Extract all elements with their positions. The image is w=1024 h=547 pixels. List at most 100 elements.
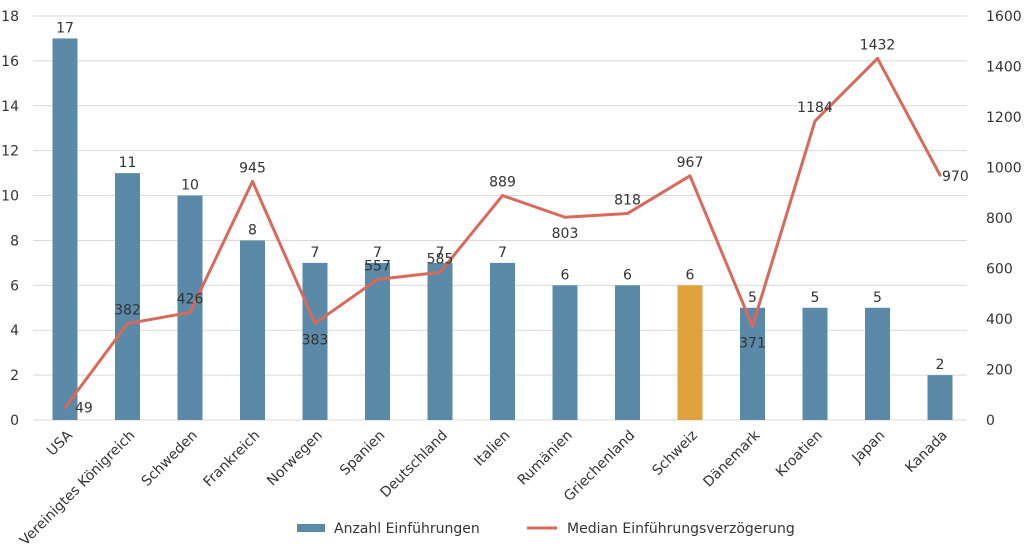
category-label: USA (44, 427, 76, 459)
bar (927, 375, 953, 420)
line-point (688, 174, 692, 178)
line-value-label: 383 (302, 332, 329, 348)
line-point (126, 322, 129, 326)
bar-value-label: 7 (498, 245, 507, 261)
line-point (938, 173, 942, 177)
left-tick-label: 2 (10, 368, 19, 384)
category-label: Deutschland (377, 428, 450, 501)
line-point (251, 179, 254, 183)
right-tick-label: 1600 (986, 9, 1022, 25)
bar (115, 173, 140, 420)
left-tick-label: 12 (1, 144, 19, 160)
right-tick-label: 0 (986, 413, 995, 429)
line-point (876, 56, 879, 60)
left-tick-label: 14 (1, 99, 19, 115)
bar-value-label: 6 (561, 267, 570, 283)
bar (865, 307, 890, 420)
line-value-label: 371 (739, 335, 766, 351)
line-value-label: 426 (177, 291, 204, 307)
right-tick-label: 800 (986, 211, 1013, 227)
category-label: Norwegen (264, 428, 326, 490)
line-value-label: 382 (114, 303, 141, 319)
bar (490, 262, 515, 420)
bar-value-label: 10 (181, 178, 199, 194)
right-tick-label: 1400 (986, 60, 1022, 76)
bar-value-label: 5 (873, 290, 882, 306)
category-label: Japan (849, 428, 889, 468)
line-point (313, 321, 317, 325)
bar (365, 262, 390, 420)
line-value-label: 945 (239, 160, 266, 176)
category-label: Italien (471, 428, 513, 470)
line-point (438, 270, 442, 274)
category-label: Schweden (139, 428, 201, 490)
right-tick-label: 600 (986, 262, 1013, 278)
left-tick-label: 4 (10, 323, 19, 339)
line-value-label: 1184 (797, 100, 833, 116)
bar-value-label: 8 (248, 222, 257, 238)
line-point (751, 324, 754, 328)
category-label: Spanien (337, 428, 388, 479)
bar (177, 195, 203, 420)
left-axis-ticks: 0 2 4 6 8 10 12 14 16 18 (1, 9, 19, 429)
left-tick-label: 18 (1, 9, 19, 25)
bar (802, 307, 828, 420)
left-tick-label: 8 (10, 233, 19, 249)
legend: Anzahl Einführungen Median Einführungsve… (297, 521, 795, 537)
line-value-label: 803 (552, 226, 579, 242)
bar-value-label: 6 (623, 267, 632, 283)
bar-value-label: 2 (936, 357, 945, 373)
legend-swatch-bars (297, 524, 325, 532)
category-label: Rumänien (515, 428, 576, 489)
category-label: Frankreich (200, 428, 263, 491)
bar (240, 240, 265, 420)
left-tick-label: 6 (10, 278, 19, 294)
line-point (563, 215, 567, 219)
bar (677, 285, 703, 420)
bar-value-label: 11 (119, 155, 137, 171)
bar-value-label: 17 (56, 20, 74, 36)
line-value-label: 970 (942, 169, 969, 185)
line-value-label: 49 (75, 401, 93, 417)
right-axis-ticks: 0 200 400 600 800 1000 1200 1400 1600 (986, 9, 1022, 429)
right-tick-label: 400 (986, 312, 1013, 328)
bar (302, 262, 328, 420)
line-value-label: 585 (427, 251, 454, 267)
line-point (813, 119, 817, 123)
line-point (188, 310, 192, 314)
category-label: Schweiz (649, 428, 700, 479)
bar (52, 38, 78, 420)
line-point (501, 194, 504, 198)
right-tick-label: 1200 (986, 110, 1022, 126)
line-value-label: 889 (489, 175, 516, 191)
bar-value-label: 7 (373, 245, 382, 261)
bar-value-label: 5 (811, 290, 820, 306)
line-value-label: 967 (677, 155, 704, 171)
line-value-label: 557 (364, 258, 391, 274)
legend-label-line: Median Einführungsverzögerung (567, 521, 795, 537)
line-value-label: 1432 (860, 37, 896, 53)
category-label: Dänemark (700, 427, 764, 491)
bar-series (52, 38, 953, 420)
left-tick-label: 0 (10, 413, 19, 429)
category-label: Kanada (902, 428, 950, 476)
category-label: Vereinigtes Königreich (17, 428, 138, 547)
line-series (63, 56, 942, 410)
right-tick-label: 200 (986, 363, 1013, 379)
right-tick-label: 1000 (986, 161, 1022, 177)
category-label: Kroatien (773, 428, 826, 481)
bar-value-label: 5 (748, 290, 757, 306)
line-value-label: 818 (614, 192, 641, 208)
bar-value-label: 7 (311, 245, 320, 261)
left-tick-label: 10 (1, 189, 19, 205)
line-point (63, 406, 67, 410)
bar (615, 285, 640, 420)
bar-value-label: 6 (686, 267, 695, 283)
bar (552, 285, 578, 420)
bar-data-labels: 17 11 10 8 7 7 7 7 6 6 6 5 5 5 2 (56, 20, 944, 373)
line-point (626, 211, 629, 215)
bar-value-label: 7 (436, 245, 445, 261)
